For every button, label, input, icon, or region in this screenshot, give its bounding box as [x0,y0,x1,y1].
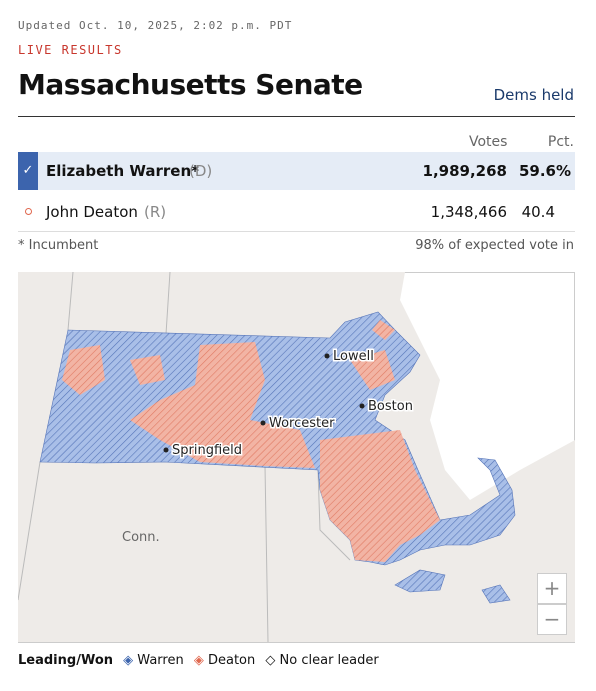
candidate-dot [25,208,32,215]
legend-swatch: ◇ [265,653,276,668]
reporting: 98% of expected vote in [415,238,574,253]
state-border [18,272,351,643]
candidate-row: John Deaton (R) 1,348,466 40.4 [18,193,575,232]
island-warren [394,569,511,604]
city-label: Boston [368,399,413,414]
percent: 59.6% [518,162,571,180]
legend-item: No clear leader [279,653,379,668]
city-dot [359,403,365,409]
winner-check: ✓ [18,152,38,190]
region-deaton [320,430,440,562]
legend-swatch: ◈ [193,653,204,668]
city-label: Springfield [172,443,242,458]
zoom-out[interactable]: − [537,604,567,635]
region-deaton [350,320,395,390]
race-title: Massachusetts Senate [18,68,363,101]
legend-swatch: ◈ [123,653,134,668]
city-dot [324,353,330,359]
updated-time: Updated Oct. 10, 2025, 2:02 p.m. PDT [18,19,293,32]
region-deaton [62,345,165,395]
column-header: Votes [469,134,508,150]
candidate-name: John Deaton [46,203,138,221]
candidate-party: (D) [189,162,213,180]
candidate-name: Elizabeth Warren* [46,162,199,180]
legend: Leading/Won ◈ Warren ◈ Deaton ◇ No clear… [18,653,379,668]
zoom-in[interactable]: + [537,573,567,604]
race-status: Dems held [493,86,574,104]
region-deaton [130,342,315,468]
candidate-party: (R) [144,203,167,221]
city-label: Worcester [269,416,335,431]
votes: 1,989,268 [422,162,507,180]
live-label: LIVE RESULTS [18,43,123,57]
city-label: Lowell [333,349,374,364]
column-header: Pct. [547,134,574,150]
city-dot [260,420,266,426]
votes: 1,348,466 [430,203,507,221]
state-label: Conn. [122,530,160,545]
legend-title: Leading/Won [18,653,114,668]
percent: 40.4 [521,203,555,221]
map: Lowell Boston Worcester Springfield Conn… [18,272,575,643]
footnote: * Incumbent [18,238,99,253]
city-dot [163,447,169,453]
legend-item: Warren [137,653,184,668]
legend-item: Deaton [207,653,256,668]
candidate-row: ✓ Elizabeth Warren* (D) 1,989,268 59.6% [18,152,575,190]
divider [18,116,575,117]
